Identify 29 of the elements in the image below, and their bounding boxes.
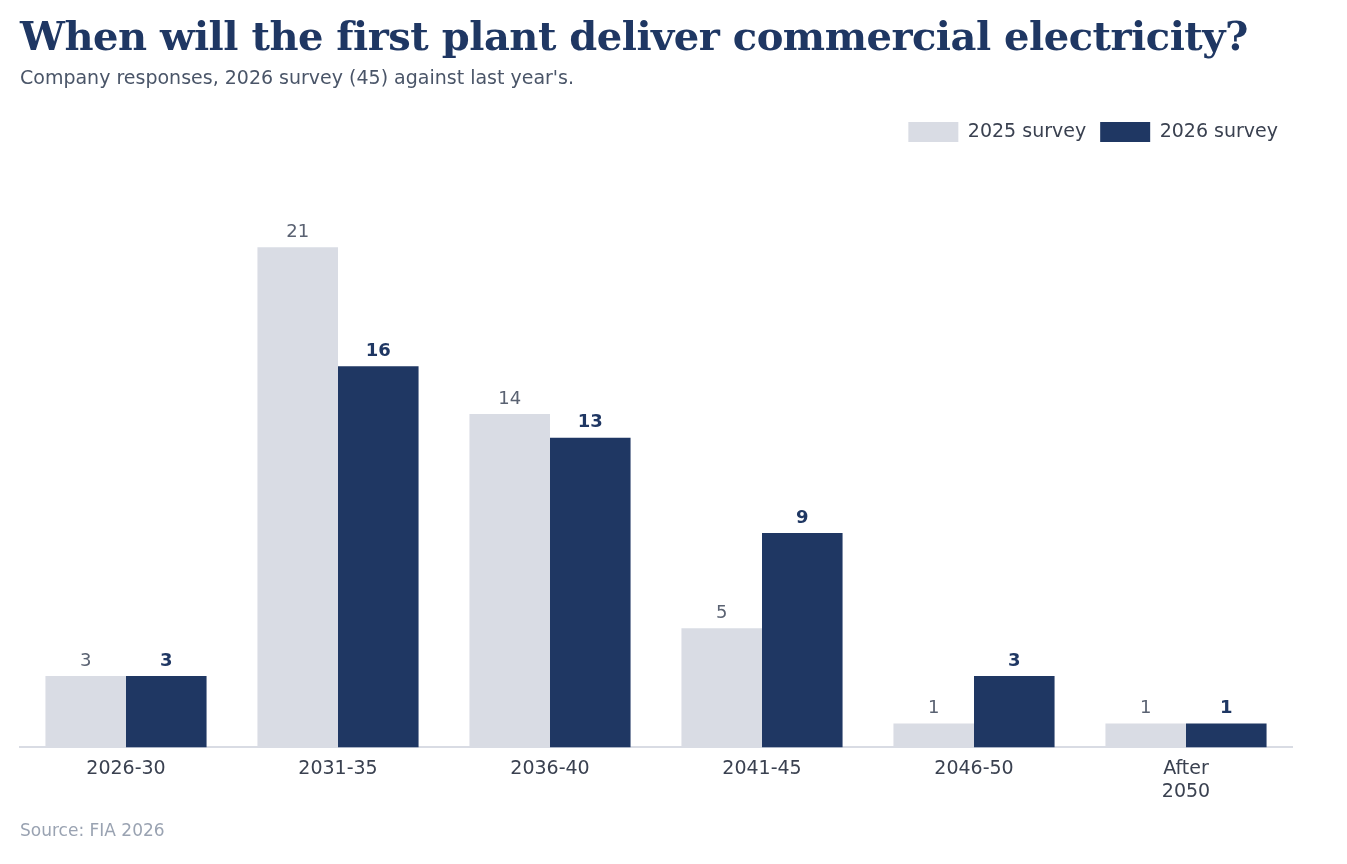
bar bbox=[338, 366, 419, 748]
data-label: 3 bbox=[160, 648, 173, 670]
data-label: 16 bbox=[365, 339, 391, 361]
x-tick-label: 2036-40 bbox=[510, 755, 590, 778]
x-tick-label: 2031-35 bbox=[298, 755, 378, 778]
legend-label: 2025 survey bbox=[967, 118, 1087, 141]
data-label: 1 bbox=[927, 696, 940, 718]
data-label: 1 bbox=[1220, 696, 1233, 718]
data-label: 5 bbox=[715, 600, 728, 622]
chart-title: When will the first plant deliver commercial electricity? bbox=[20, 12, 1249, 59]
data-label: 9 bbox=[796, 505, 809, 527]
data-label: 3 bbox=[1008, 648, 1021, 670]
bar bbox=[126, 675, 207, 748]
bar bbox=[550, 437, 631, 748]
bar bbox=[762, 533, 843, 748]
data-label: 14 bbox=[498, 386, 522, 408]
data-label: 21 bbox=[286, 219, 310, 241]
chart-subtitle: Company responses, 2026 survey (45) against last year's. bbox=[20, 66, 575, 88]
data-label: 13 bbox=[577, 410, 603, 432]
data-label: 1 bbox=[1139, 696, 1152, 718]
bar bbox=[1186, 723, 1267, 748]
data-label: 3 bbox=[79, 648, 92, 670]
legend-label: 2026 survey bbox=[1159, 118, 1278, 141]
x-tick-label: 2041-45 bbox=[722, 755, 802, 778]
x-tick-label: 2026-30 bbox=[86, 755, 166, 778]
bar bbox=[974, 675, 1055, 748]
x-tick-label: After 2050 bbox=[1161, 755, 1211, 801]
source-note: Source: FIA 2026 bbox=[20, 820, 165, 840]
x-tick-label: 2046-50 bbox=[934, 755, 1014, 778]
